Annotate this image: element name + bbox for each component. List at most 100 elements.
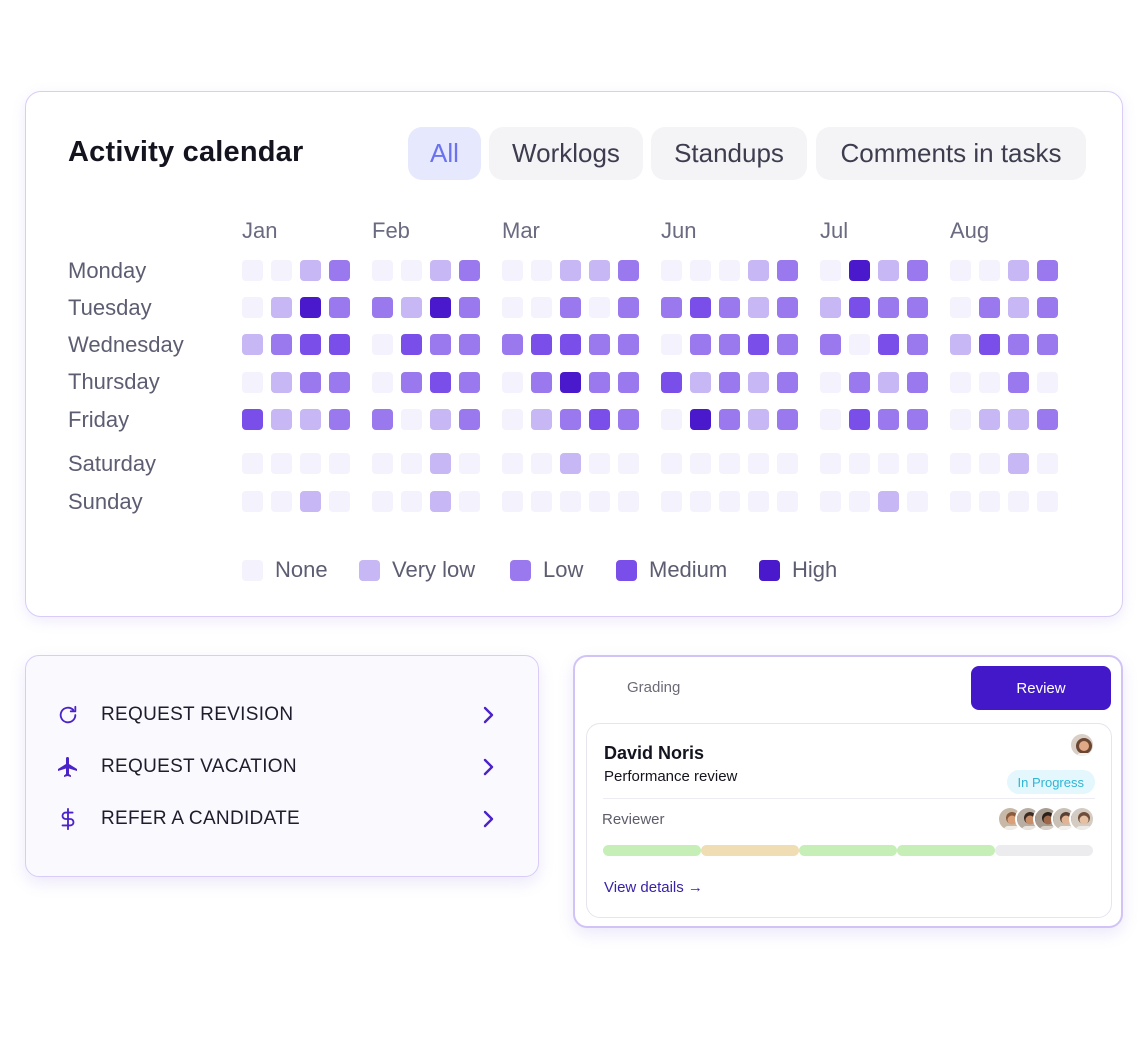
- heatmap-cell[interactable]: [459, 372, 480, 393]
- heatmap-cell[interactable]: [560, 409, 581, 430]
- heatmap-cell[interactable]: [979, 334, 1000, 355]
- heatmap-cell[interactable]: [401, 260, 422, 281]
- heatmap-cell[interactable]: [242, 372, 263, 393]
- heatmap-cell[interactable]: [719, 409, 740, 430]
- heatmap-cell[interactable]: [372, 334, 393, 355]
- heatmap-cell[interactable]: [502, 372, 523, 393]
- heatmap-cell[interactable]: [690, 260, 711, 281]
- heatmap-cell[interactable]: [748, 297, 769, 318]
- heatmap-cell[interactable]: [748, 334, 769, 355]
- heatmap-cell[interactable]: [878, 372, 899, 393]
- heatmap-cell[interactable]: [907, 491, 928, 512]
- view-details-link[interactable]: View details →: [604, 879, 703, 896]
- heatmap-cell[interactable]: [820, 334, 841, 355]
- heatmap-cell[interactable]: [459, 409, 480, 430]
- heatmap-cell[interactable]: [719, 334, 740, 355]
- tab-standups[interactable]: Standups: [651, 127, 807, 180]
- heatmap-cell[interactable]: [690, 453, 711, 474]
- heatmap-cell[interactable]: [329, 334, 350, 355]
- heatmap-cell[interactable]: [979, 372, 1000, 393]
- heatmap-cell[interactable]: [502, 491, 523, 512]
- heatmap-cell[interactable]: [849, 260, 870, 281]
- heatmap-cell[interactable]: [430, 409, 451, 430]
- tab-all[interactable]: All: [408, 127, 481, 180]
- heatmap-cell[interactable]: [907, 453, 928, 474]
- heatmap-cell[interactable]: [777, 372, 798, 393]
- heatmap-cell[interactable]: [430, 453, 451, 474]
- heatmap-cell[interactable]: [950, 260, 971, 281]
- heatmap-cell[interactable]: [950, 453, 971, 474]
- heatmap-cell[interactable]: [777, 453, 798, 474]
- heatmap-cell[interactable]: [661, 453, 682, 474]
- tab-grading[interactable]: Grading: [627, 679, 681, 696]
- heatmap-cell[interactable]: [820, 297, 841, 318]
- heatmap-cell[interactable]: [589, 409, 610, 430]
- heatmap-cell[interactable]: [719, 260, 740, 281]
- heatmap-cell[interactable]: [531, 491, 552, 512]
- heatmap-cell[interactable]: [401, 372, 422, 393]
- heatmap-cell[interactable]: [329, 297, 350, 318]
- heatmap-cell[interactable]: [300, 453, 321, 474]
- heatmap-cell[interactable]: [1037, 297, 1058, 318]
- heatmap-cell[interactable]: [271, 260, 292, 281]
- heatmap-cell[interactable]: [1037, 491, 1058, 512]
- heatmap-cell[interactable]: [849, 491, 870, 512]
- heatmap-cell[interactable]: [979, 491, 1000, 512]
- heatmap-cell[interactable]: [430, 491, 451, 512]
- heatmap-cell[interactable]: [242, 297, 263, 318]
- heatmap-cell[interactable]: [719, 372, 740, 393]
- heatmap-cell[interactable]: [531, 297, 552, 318]
- heatmap-cell[interactable]: [459, 297, 480, 318]
- heatmap-cell[interactable]: [401, 297, 422, 318]
- heatmap-cell[interactable]: [271, 372, 292, 393]
- heatmap-cell[interactable]: [502, 260, 523, 281]
- heatmap-cell[interactable]: [849, 453, 870, 474]
- heatmap-cell[interactable]: [560, 297, 581, 318]
- heatmap-cell[interactable]: [271, 453, 292, 474]
- heatmap-cell[interactable]: [459, 260, 480, 281]
- heatmap-cell[interactable]: [430, 372, 451, 393]
- heatmap-cell[interactable]: [849, 409, 870, 430]
- tab-worklogs[interactable]: Worklogs: [489, 127, 643, 180]
- heatmap-cell[interactable]: [1008, 453, 1029, 474]
- heatmap-cell[interactable]: [531, 260, 552, 281]
- heatmap-cell[interactable]: [878, 260, 899, 281]
- heatmap-cell[interactable]: [1008, 334, 1029, 355]
- heatmap-cell[interactable]: [820, 409, 841, 430]
- heatmap-cell[interactable]: [820, 491, 841, 512]
- heatmap-cell[interactable]: [271, 491, 292, 512]
- heatmap-cell[interactable]: [372, 372, 393, 393]
- heatmap-cell[interactable]: [300, 372, 321, 393]
- heatmap-cell[interactable]: [372, 297, 393, 318]
- heatmap-cell[interactable]: [1008, 372, 1029, 393]
- heatmap-cell[interactable]: [242, 409, 263, 430]
- heatmap-cell[interactable]: [719, 297, 740, 318]
- heatmap-cell[interactable]: [820, 372, 841, 393]
- heatmap-cell[interactable]: [560, 334, 581, 355]
- heatmap-cell[interactable]: [329, 453, 350, 474]
- heatmap-cell[interactable]: [849, 372, 870, 393]
- heatmap-cell[interactable]: [950, 297, 971, 318]
- heatmap-cell[interactable]: [502, 453, 523, 474]
- heatmap-cell[interactable]: [950, 372, 971, 393]
- heatmap-cell[interactable]: [719, 491, 740, 512]
- heatmap-cell[interactable]: [589, 491, 610, 512]
- heatmap-cell[interactable]: [690, 409, 711, 430]
- review-item-card[interactable]: David Noris Performance review In Progre…: [586, 723, 1112, 918]
- heatmap-cell[interactable]: [589, 260, 610, 281]
- heatmap-cell[interactable]: [401, 491, 422, 512]
- heatmap-cell[interactable]: [560, 453, 581, 474]
- heatmap-cell[interactable]: [748, 453, 769, 474]
- heatmap-cell[interactable]: [618, 334, 639, 355]
- heatmap-cell[interactable]: [618, 453, 639, 474]
- heatmap-cell[interactable]: [329, 260, 350, 281]
- heatmap-cell[interactable]: [618, 297, 639, 318]
- heatmap-cell[interactable]: [300, 409, 321, 430]
- heatmap-cell[interactable]: [1008, 409, 1029, 430]
- heatmap-cell[interactable]: [242, 453, 263, 474]
- heatmap-cell[interactable]: [777, 334, 798, 355]
- heatmap-cell[interactable]: [1037, 334, 1058, 355]
- heatmap-cell[interactable]: [907, 372, 928, 393]
- heatmap-cell[interactable]: [560, 260, 581, 281]
- heatmap-cell[interactable]: [878, 491, 899, 512]
